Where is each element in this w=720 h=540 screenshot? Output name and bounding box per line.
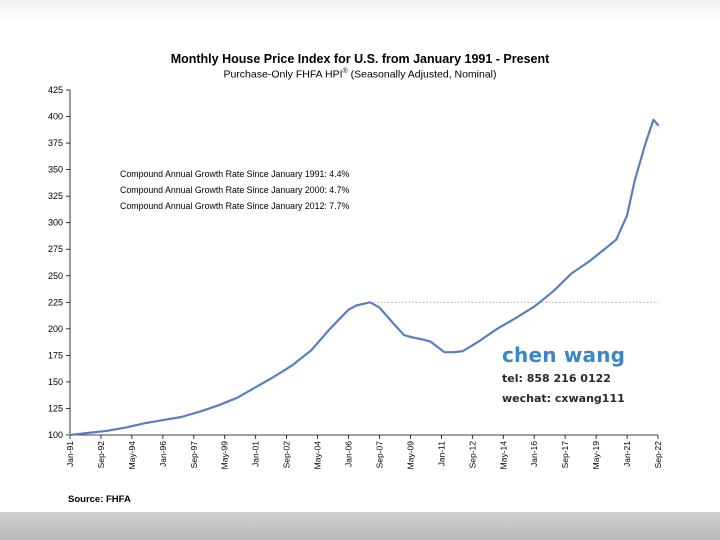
- chart-subtitle-suffix: (Seasonally Adjusted, Nominal): [347, 68, 497, 81]
- cagr-2000: Compound Annual Growth Rate Since Januar…: [120, 185, 350, 195]
- x-tick-label: Sep-12: [467, 441, 477, 469]
- x-tick-label: Sep-17: [560, 441, 570, 469]
- y-tick-label: 200: [48, 324, 63, 334]
- chart-subtitle: Purchase-Only FHFA HPI® (Seasonally Adju…: [0, 68, 720, 81]
- x-tick-label: May-99: [220, 441, 230, 470]
- y-tick-label: 425: [48, 85, 63, 95]
- top-band: [0, 0, 720, 22]
- chart-title: Monthly House Price Index for U.S. from …: [170, 52, 550, 66]
- y-tick-label: 225: [48, 297, 63, 307]
- x-tick-label: May-19: [591, 441, 601, 470]
- x-tick-label: Sep-07: [374, 441, 384, 469]
- y-tick-label: 250: [48, 271, 63, 281]
- y-tick-label: 150: [48, 377, 63, 387]
- y-tick-label: 400: [48, 112, 63, 122]
- x-tick-label: Sep-92: [96, 441, 106, 469]
- y-tick-label: 275: [48, 244, 63, 254]
- x-tick-label: Jan-06: [344, 441, 354, 467]
- x-tick-label: Jan-16: [529, 441, 539, 467]
- x-tick-label: Sep-22: [653, 441, 663, 469]
- y-tick-label: 300: [48, 218, 63, 228]
- contact-name: chen wang: [502, 343, 626, 367]
- y-tick-label: 175: [48, 350, 63, 360]
- x-axis: Jan-91 Sep-92 May-94 Jan-96 Sep-97 May-99 Jan-…: [65, 434, 663, 470]
- series-group: [68, 118, 660, 437]
- y-tick-label: 375: [48, 138, 63, 148]
- cagr-2012: Compound Annual Growth Rate Since Januar…: [120, 201, 350, 211]
- x-tick-label: Jan-96: [158, 441, 168, 467]
- x-tick-label: Jan-01: [251, 441, 261, 467]
- y-tick-label: 125: [48, 403, 63, 413]
- cagr-annotations: Compound Annual Growth Rate Since Januar…: [120, 166, 349, 214]
- source-note: Source: FHFA: [68, 494, 131, 505]
- cagr-1991: Compound Annual Growth Rate Since Januar…: [120, 169, 350, 179]
- contact-tel: tel: 858 216 0122: [502, 372, 611, 385]
- y-axis: 100 125 150 175 200 225 250 275 300 325 350 375 400 4…: [48, 85, 71, 440]
- x-tick-label: May-09: [405, 441, 415, 470]
- x-tick-label: Jan-21: [622, 441, 632, 467]
- contact-wechat: wechat: cxwang111: [502, 392, 625, 405]
- x-tick-label: Sep-02: [282, 441, 292, 469]
- series-line: [68, 118, 660, 437]
- chart-subtitle-text: Purchase-Only FHFA HPI: [223, 68, 343, 81]
- x-tick-label: May-94: [127, 441, 137, 470]
- registered-mark: ®: [342, 68, 348, 75]
- x-tick-label: Sep-97: [189, 441, 199, 469]
- y-tick-label: 100: [48, 430, 63, 440]
- x-tick-label: Jan-91: [65, 441, 75, 467]
- x-tick-label: Jan-11: [436, 441, 446, 467]
- x-tick-label: May-04: [313, 441, 323, 470]
- contact-watermark: chen wang tel: 858 216 0122 wechat: cxwa…: [502, 343, 625, 405]
- y-tick-label: 350: [48, 165, 63, 175]
- x-tick-label: May-14: [498, 441, 508, 470]
- y-tick-label: 325: [48, 191, 63, 201]
- bottom-band: [0, 512, 720, 540]
